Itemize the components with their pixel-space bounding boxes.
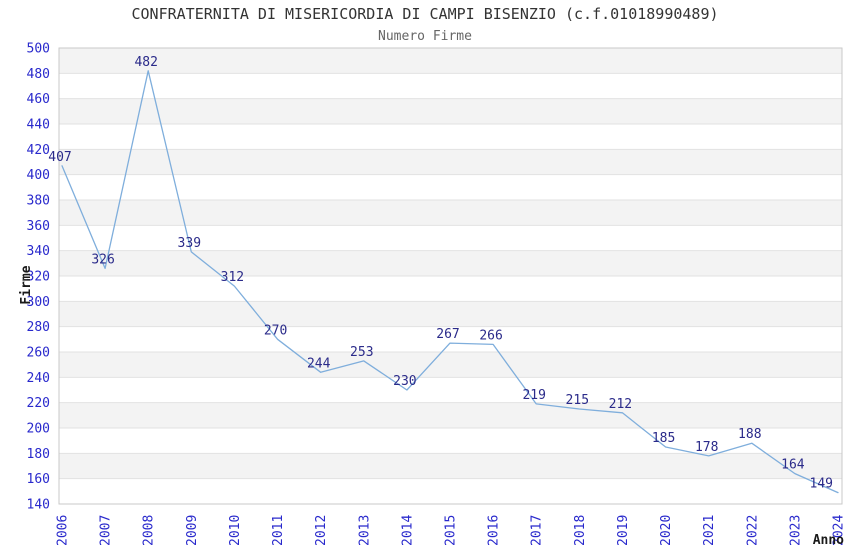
- y-tick-label: 160: [27, 472, 50, 487]
- x-tick-label: 2024: [832, 515, 847, 546]
- x-tick-label: 2016: [487, 515, 502, 546]
- data-label: 270: [264, 323, 287, 338]
- chart-title: CONFRATERNITA DI MISERICORDIA DI CAMPI B…: [131, 5, 719, 23]
- series-line: [61, 70, 839, 494]
- y-tick-label: 200: [27, 422, 50, 437]
- band-row: [59, 48, 842, 74]
- band-row: [59, 200, 842, 226]
- data-label: 326: [91, 252, 114, 267]
- y-tick-label: 180: [27, 447, 50, 462]
- x-tick-label: 2008: [142, 515, 157, 546]
- band-row: [59, 402, 842, 428]
- x-tick-label: 2009: [185, 515, 200, 546]
- x-tick-label: 2021: [702, 515, 717, 546]
- band-row: [59, 98, 842, 124]
- data-label: 188: [738, 427, 761, 442]
- data-label: 164: [781, 458, 805, 473]
- data-label: 215: [566, 393, 589, 408]
- y-tick-label: 460: [27, 92, 50, 107]
- x-tick-label: 2011: [271, 515, 286, 546]
- y-tick-label: 300: [27, 295, 50, 310]
- band-row: [59, 352, 842, 378]
- y-tick-label: 420: [27, 143, 50, 158]
- x-axis-title: Anno: [813, 533, 844, 548]
- data-label: 407: [48, 150, 71, 165]
- data-label: 339: [178, 236, 201, 251]
- x-tick-label: 2006: [56, 515, 71, 546]
- data-label: 185: [652, 431, 675, 446]
- y-tick-label: 140: [27, 498, 50, 513]
- data-label: 230: [393, 374, 416, 389]
- y-tick-label: 240: [27, 371, 50, 386]
- y-tick-label: 400: [27, 168, 50, 183]
- x-tick-label: 2020: [659, 515, 674, 546]
- x-tick-label: 2019: [616, 515, 631, 546]
- data-label: 244: [307, 356, 331, 371]
- band-row: [59, 301, 842, 327]
- y-tick-label: 220: [27, 396, 50, 411]
- data-label: 212: [609, 397, 632, 412]
- band-row: [59, 250, 842, 276]
- x-tick-label: 2023: [788, 515, 803, 546]
- x-tick-label: 2017: [530, 515, 545, 546]
- y-tick-label: 440: [27, 118, 50, 133]
- y-tick-label: 380: [27, 194, 50, 209]
- plot-frame: [58, 47, 843, 505]
- y-tick-label: 320: [27, 270, 50, 285]
- data-label: 267: [436, 327, 459, 342]
- band-row: [59, 149, 842, 175]
- data-label: 253: [350, 345, 373, 360]
- x-tick-label: 2010: [228, 515, 243, 546]
- x-tick-label: 2014: [400, 515, 415, 546]
- x-tick-label: 2022: [745, 515, 760, 546]
- y-tick-label: 360: [27, 219, 50, 234]
- x-tick-label: 2007: [99, 515, 114, 546]
- x-tick-label: 2012: [314, 515, 329, 546]
- data-label: 482: [134, 55, 157, 70]
- plot-area: 140 160 180 200 220 240 260 280 300 320 340 360 380 4…: [27, 42, 847, 547]
- x-tick-label: 2018: [573, 515, 588, 546]
- band-row: [59, 453, 842, 479]
- y-tick-label: 500: [27, 42, 50, 57]
- x-tick-label: 2013: [357, 515, 372, 546]
- chart-subtitle: Numero Firme: [378, 29, 472, 44]
- y-tick-label: 340: [27, 244, 50, 259]
- data-label: 178: [695, 440, 718, 455]
- y-axis-title: Firme: [19, 265, 34, 304]
- y-tick-label: 260: [27, 346, 50, 361]
- data-label: 219: [522, 388, 545, 403]
- data-label: 312: [221, 270, 244, 285]
- x-tick-label: 2015: [444, 515, 459, 546]
- y-tick-label: 280: [27, 320, 50, 335]
- data-label: 149: [810, 477, 833, 492]
- data-label: 266: [479, 328, 502, 343]
- y-tick-label: 480: [27, 67, 50, 82]
